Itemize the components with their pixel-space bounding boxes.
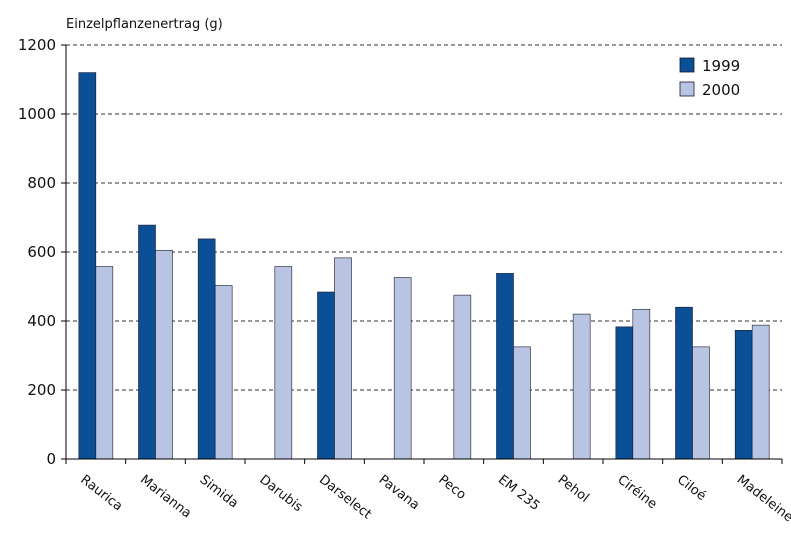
y-tick-label: 400 — [27, 312, 56, 330]
x-tick-label: Darubis — [256, 472, 305, 515]
bar-1999-ciréine — [615, 326, 634, 460]
bar-2000-simida — [214, 285, 233, 460]
x-tick-label: Simida — [197, 472, 241, 511]
x-tick-label: Pavana — [376, 472, 422, 513]
legend-label-2000: 2000 — [702, 81, 740, 99]
bar-2000-ciréine — [632, 308, 651, 460]
y-tick-labels: 0 200 400 600 800 1000 1200 — [18, 36, 56, 468]
x-tick-label: Madeleine — [734, 472, 791, 525]
legend: 1999 2000 — [679, 57, 740, 99]
y-tick-label: 0 — [46, 450, 56, 468]
bar-2000-madeleine — [751, 324, 770, 460]
x-tick-label: Ciréine — [614, 472, 659, 512]
bar-1999-marianna — [138, 224, 156, 460]
y-tick-label: 1000 — [18, 105, 56, 123]
x-tick-label: EM 235 — [495, 472, 542, 514]
x-tick-label: Pehol — [555, 472, 592, 505]
y-tick-label: 800 — [27, 174, 56, 192]
y-tick-label: 600 — [27, 243, 56, 261]
bar-1999-simida — [197, 238, 216, 460]
legend-swatch-1999 — [679, 57, 695, 73]
legend-label-1999: 1999 — [702, 57, 740, 75]
bar-2000-raurica — [95, 266, 114, 460]
bar-2000-ciloé — [692, 346, 710, 460]
bar-1999-ciloé — [675, 306, 693, 460]
bar-2000-pehol — [572, 313, 591, 460]
bar-2000-peco — [453, 294, 472, 460]
y-tick-label: 1200 — [18, 36, 56, 54]
legend-swatch-2000 — [679, 81, 695, 97]
bar-2000-pavana — [393, 277, 412, 460]
bar-1999-darselect — [317, 291, 335, 460]
bars — [78, 72, 770, 460]
x-tick-label: Marianna — [137, 472, 194, 521]
y-tick-label: 200 — [27, 381, 56, 399]
x-tick-label: Raurica — [77, 472, 125, 514]
bar-2000-em-235 — [513, 346, 531, 460]
bar-1999-raurica — [78, 72, 97, 460]
gridlines — [66, 44, 782, 391]
bar-1999-madeleine — [734, 330, 753, 460]
x-tick-labels: Raurica Marianna Simida Darubis Darselect Pav… — [77, 472, 791, 525]
bar-2000-darubis — [274, 266, 293, 460]
x-tick-label: Peco — [435, 472, 468, 503]
x-tick-label: Ciloé — [674, 472, 709, 504]
bar-2000-darselect — [334, 257, 352, 460]
y-axis-label: Einzelpflanzenertrag (g) — [66, 17, 223, 32]
x-tick-label: Darselect — [316, 472, 374, 522]
axes — [61, 44, 783, 464]
bar-2000-marianna — [155, 249, 173, 460]
bar-1999-em-235 — [496, 273, 514, 460]
